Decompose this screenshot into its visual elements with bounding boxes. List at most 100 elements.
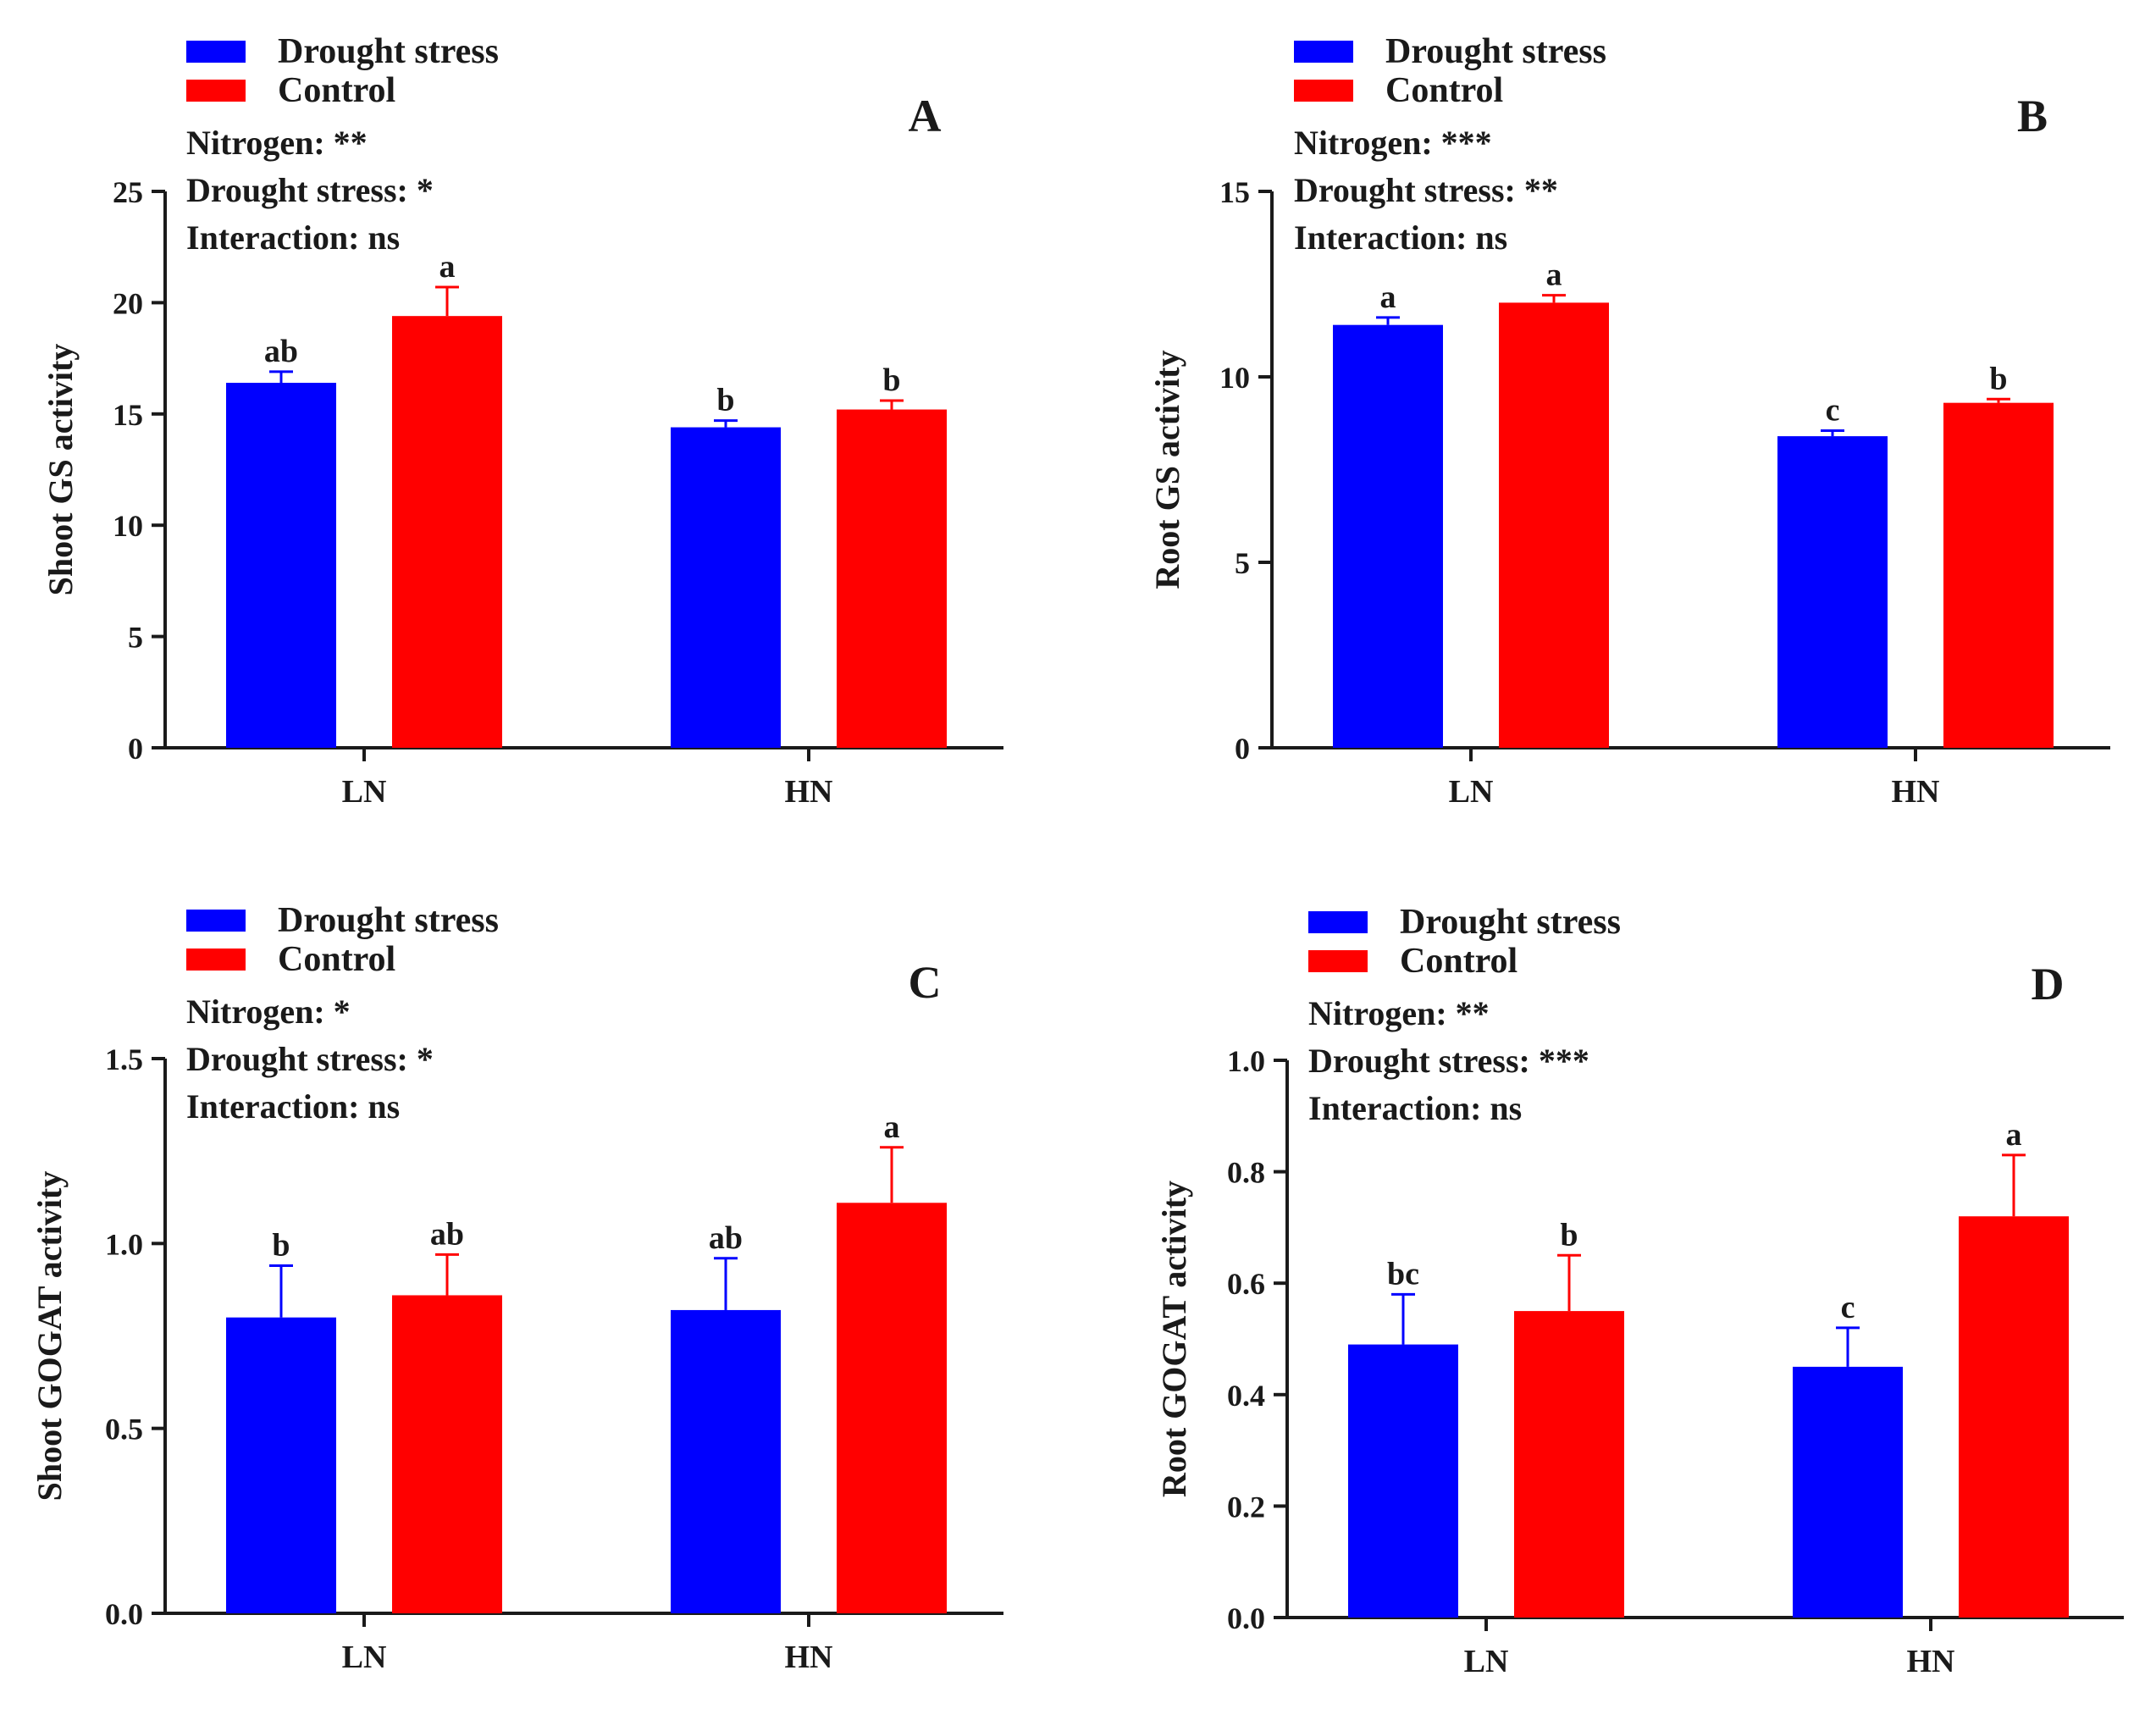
- y-tick-label: 10: [1219, 361, 1250, 395]
- y-tick-label: 15: [113, 398, 143, 432]
- significance-letter: b: [716, 383, 734, 418]
- legend-swatch: [186, 910, 246, 932]
- panel-label: C: [909, 957, 942, 1008]
- legend-label: Drought stress: [278, 32, 499, 71]
- stats-line: Drought stress: ***: [1308, 1042, 1589, 1080]
- legend-label: Drought stress: [278, 901, 499, 940]
- y-tick-label: 1.5: [105, 1043, 143, 1076]
- y-tick-label: 0.0: [105, 1597, 143, 1631]
- y-tick-label: 0.8: [1227, 1156, 1265, 1190]
- legend-swatch: [186, 949, 246, 971]
- bar: [226, 1317, 336, 1613]
- y-axis-title: Root GS activity: [1148, 350, 1186, 589]
- significance-letter: a: [439, 249, 456, 285]
- stats-line: Interaction: ns: [1294, 218, 1507, 257]
- bar: [671, 1309, 781, 1613]
- x-tick-label: LN: [1464, 1644, 1509, 1679]
- legend-swatch: [1294, 80, 1353, 102]
- bar: [1943, 402, 2054, 748]
- x-tick-label: HN: [1892, 774, 1940, 810]
- significance-letter: b: [882, 362, 900, 398]
- y-tick-label: 5: [1235, 546, 1250, 580]
- bar: [1793, 1366, 1903, 1618]
- y-axis-title: Root GOGAT activity: [1155, 1181, 1193, 1497]
- legend-label: Drought stress: [1385, 32, 1606, 71]
- significance-letter: c: [1841, 1290, 1855, 1325]
- legend-swatch: [186, 80, 246, 102]
- legend-label: Control: [1385, 71, 1503, 110]
- significance-letter: ab: [430, 1216, 464, 1252]
- x-tick-label: HN: [785, 1640, 833, 1675]
- stats-line: Drought stress: *: [186, 171, 434, 209]
- legend-label: Control: [278, 940, 395, 979]
- bar: [671, 427, 781, 748]
- x-tick-label: LN: [1449, 774, 1494, 810]
- y-tick-label: 0.2: [1227, 1490, 1265, 1524]
- y-tick-label: 5: [128, 621, 143, 655]
- stats-line: Nitrogen: ***: [1294, 124, 1492, 162]
- y-axis-title: Shoot GS activity: [41, 344, 80, 596]
- bar: [1514, 1311, 1624, 1618]
- stats-line: Interaction: ns: [186, 218, 400, 257]
- legend-label: Control: [1400, 942, 1517, 981]
- bar: [1959, 1216, 2069, 1618]
- bar: [1499, 302, 1609, 748]
- stats-line: Nitrogen: **: [186, 124, 368, 162]
- x-tick-label: HN: [1907, 1644, 1955, 1679]
- bar: [392, 1295, 502, 1613]
- bar: [1333, 324, 1443, 748]
- y-tick-label: 0.6: [1227, 1267, 1265, 1301]
- bar: [392, 316, 502, 748]
- panel-label: B: [2017, 91, 2048, 141]
- stats-line: Nitrogen: **: [1308, 994, 1490, 1032]
- legend-label: Control: [278, 71, 395, 110]
- significance-letter: a: [2006, 1117, 2022, 1153]
- y-tick-label: 15: [1219, 175, 1250, 209]
- legend-label: Drought stress: [1400, 903, 1621, 942]
- legend-swatch: [1294, 41, 1353, 63]
- significance-letter: a: [1546, 257, 1562, 293]
- stats-line: Drought stress: **: [1294, 171, 1558, 209]
- y-tick-label: 0.5: [105, 1413, 143, 1446]
- bar: [837, 409, 947, 748]
- significance-letter: c: [1826, 393, 1840, 429]
- bar: [226, 383, 336, 748]
- significance-letter: b: [1989, 361, 2007, 396]
- legend-swatch: [1308, 950, 1368, 972]
- stats-line: Interaction: ns: [1308, 1089, 1522, 1127]
- significance-letter: a: [884, 1109, 900, 1145]
- stats-line: Nitrogen: *: [186, 993, 351, 1031]
- significance-letter: a: [1380, 279, 1396, 315]
- y-tick-label: 20: [113, 286, 143, 320]
- x-tick-label: LN: [342, 774, 387, 810]
- y-tick-label: 25: [113, 175, 143, 209]
- y-tick-label: 1.0: [105, 1227, 143, 1261]
- y-tick-label: 0.0: [1227, 1601, 1265, 1635]
- significance-letter: b: [1560, 1217, 1578, 1253]
- x-tick-label: HN: [785, 774, 833, 810]
- legend-swatch: [1308, 911, 1368, 933]
- y-tick-label: 0: [1235, 732, 1250, 766]
- panel-label: D: [2032, 959, 2065, 1009]
- y-tick-label: 0: [128, 732, 143, 766]
- stats-line: Interaction: ns: [186, 1087, 400, 1126]
- y-axis-title: Shoot GOGAT activity: [30, 1171, 69, 1502]
- bar: [837, 1203, 947, 1613]
- x-tick-label: LN: [342, 1640, 387, 1675]
- significance-letter: ab: [264, 334, 298, 369]
- significance-letter: bc: [1387, 1256, 1419, 1291]
- significance-letter: ab: [709, 1220, 743, 1256]
- bar: [1777, 436, 1888, 748]
- panel-label: A: [909, 91, 942, 141]
- stats-line: Drought stress: *: [186, 1040, 434, 1078]
- significance-letter: b: [272, 1228, 290, 1264]
- legend-swatch: [186, 41, 246, 63]
- y-tick-label: 10: [113, 509, 143, 543]
- y-tick-label: 1.0: [1227, 1044, 1265, 1078]
- y-tick-label: 0.4: [1227, 1379, 1265, 1413]
